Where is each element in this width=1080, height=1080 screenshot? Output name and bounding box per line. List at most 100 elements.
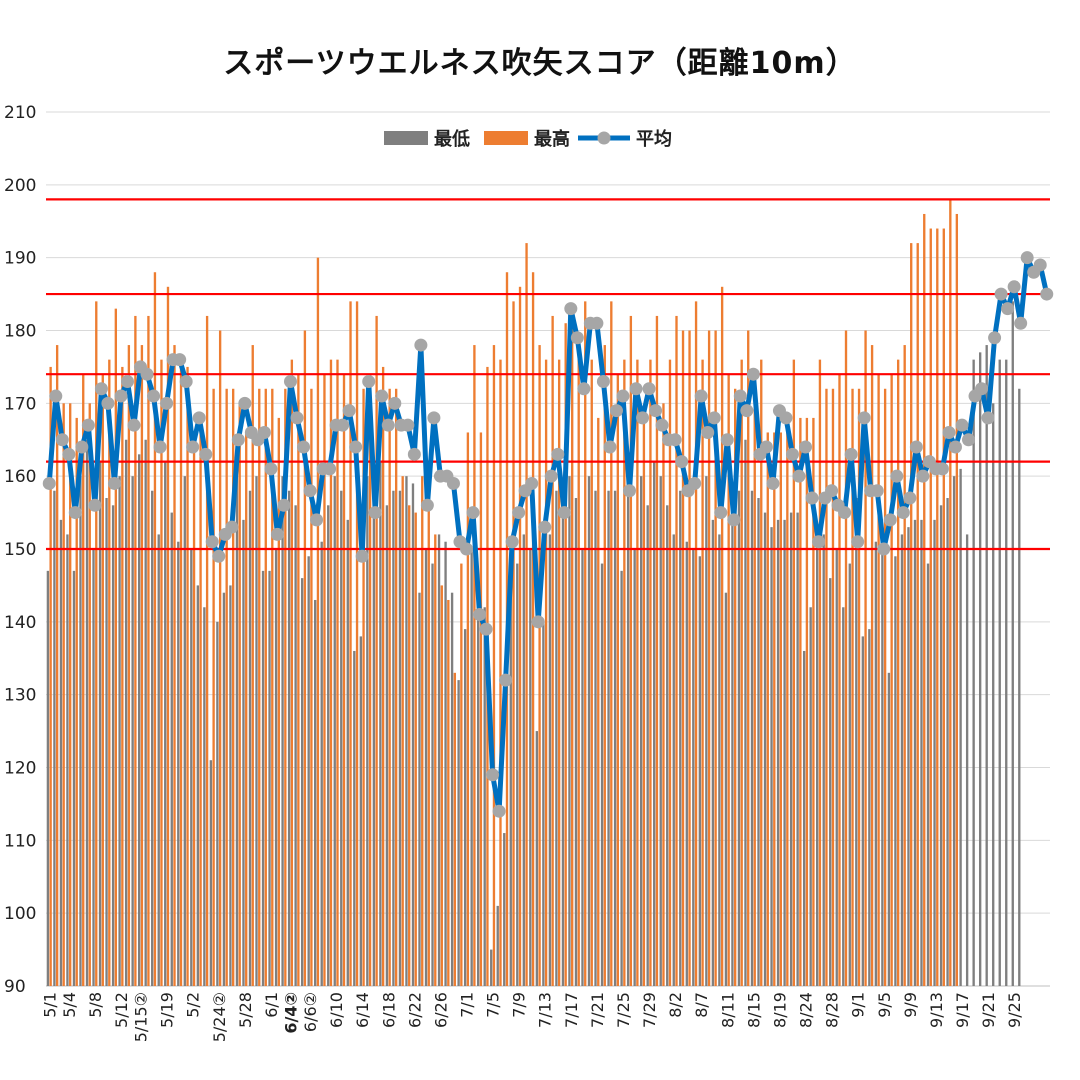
bar-max — [557, 359, 561, 987]
average-point — [55, 433, 69, 447]
average-point — [492, 804, 506, 818]
average-point — [460, 542, 474, 556]
bar-max — [883, 388, 887, 986]
bar-min — [242, 519, 245, 986]
bar-max — [564, 323, 567, 986]
bar-min — [411, 483, 415, 986]
bar-max — [629, 315, 633, 986]
bar-max — [681, 330, 685, 986]
average-point — [844, 447, 858, 461]
average-point — [283, 374, 297, 388]
bar-min — [79, 476, 82, 986]
x-tick-label: 9/21 — [979, 992, 998, 1028]
average-point — [1007, 280, 1021, 294]
average-point — [414, 338, 428, 352]
average-point — [759, 440, 773, 454]
bar-min — [679, 490, 682, 986]
bar-max — [173, 345, 176, 987]
y-tick-label: 120 — [4, 759, 36, 779]
bar-min — [170, 512, 173, 986]
bar-max — [662, 403, 665, 986]
average-point — [173, 353, 187, 367]
bar-min — [829, 578, 832, 986]
bar-min — [848, 563, 851, 986]
bar-min — [320, 541, 323, 986]
bar-min — [255, 476, 258, 986]
average-point — [127, 418, 141, 432]
bar-min — [1018, 388, 1021, 986]
bar-max — [740, 359, 743, 987]
bar-max — [896, 359, 900, 987]
average-line-layer — [42, 251, 1054, 818]
bar-min — [476, 607, 480, 986]
average-point — [544, 469, 558, 483]
bar-max — [844, 330, 848, 986]
average-point — [577, 382, 591, 396]
bar-min — [164, 461, 167, 987]
bar-min — [796, 512, 799, 986]
bar-min — [327, 505, 330, 986]
average-point — [81, 418, 95, 432]
bar-max — [108, 359, 111, 987]
average-point — [622, 484, 636, 498]
bar-max — [336, 359, 339, 987]
average-point — [349, 440, 363, 454]
bar-min — [274, 549, 278, 986]
bar-max — [329, 359, 333, 987]
bar-min — [287, 490, 291, 986]
bar-max — [121, 366, 124, 987]
average-point — [1040, 287, 1054, 301]
average-point — [88, 498, 102, 512]
bar-max — [95, 301, 98, 986]
bar-min — [248, 490, 252, 986]
bar-max — [140, 345, 144, 987]
bar-min — [959, 468, 962, 987]
bar-min — [340, 490, 343, 986]
bar-max — [857, 388, 861, 986]
average-point — [160, 396, 174, 410]
bar-max — [747, 330, 750, 986]
bar-min — [66, 534, 69, 986]
average-point — [701, 425, 715, 439]
x-tick-label: 7/29 — [640, 992, 659, 1028]
average-point — [499, 673, 513, 687]
bar-min — [333, 476, 336, 986]
average-point — [420, 498, 434, 512]
average-point — [570, 331, 584, 345]
bar-max — [303, 330, 307, 986]
bar-max — [55, 345, 59, 987]
bar-min — [437, 534, 441, 986]
bar-max — [271, 388, 274, 986]
average-line — [46, 255, 1050, 814]
bar-max — [538, 345, 541, 987]
bar-min — [1011, 301, 1014, 986]
average-point — [948, 440, 962, 454]
bar-max — [525, 243, 528, 987]
average-point — [1014, 316, 1028, 330]
average-point — [277, 498, 291, 512]
bar-min — [366, 476, 369, 986]
average-point — [147, 389, 161, 403]
bar-max — [49, 366, 52, 987]
bar-min — [450, 592, 454, 986]
bar-min — [626, 490, 630, 986]
bar-max — [910, 243, 913, 987]
bar-max — [786, 432, 789, 986]
average-point — [779, 411, 793, 425]
bar-max — [127, 345, 131, 987]
bar-min — [783, 519, 786, 986]
bar-min — [685, 541, 688, 986]
bar-max — [688, 330, 691, 986]
bar-max — [603, 345, 606, 987]
bar-max — [323, 374, 326, 986]
bar-max — [179, 359, 183, 987]
average-point — [42, 476, 56, 490]
x-tick-label: 9/25 — [1005, 992, 1024, 1028]
bar-max — [499, 359, 502, 987]
x-tick-label: 8/2 — [666, 992, 685, 1018]
bar-min — [933, 519, 936, 986]
bar-max — [942, 228, 945, 987]
bar-min — [607, 490, 610, 986]
bar-min — [763, 512, 767, 986]
